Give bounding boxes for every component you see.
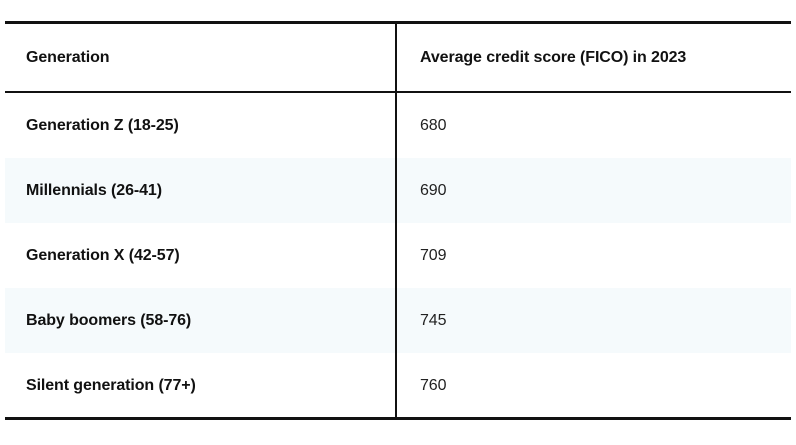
column-header-generation: Generation [5,24,397,93]
generation-cell: Millennials (26-41) [5,158,397,223]
table-row: Silent generation (77+) 760 [5,353,791,418]
generation-cell: Generation X (42-57) [5,223,397,288]
generation-cell: Generation Z (18-25) [5,92,397,158]
score-cell: 690 [396,158,791,223]
table-row: Millennials (26-41) 690 [5,158,791,223]
credit-score-table-container: Generation Average credit score (FICO) i… [5,21,791,420]
credit-score-table: Generation Average credit score (FICO) i… [5,24,791,418]
table-header-row: Generation Average credit score (FICO) i… [5,24,791,93]
column-header-average-score: Average credit score (FICO) in 2023 [396,24,791,93]
score-cell: 745 [396,288,791,353]
generation-cell: Silent generation (77+) [5,353,397,418]
score-cell: 680 [420,116,447,134]
table-row: Generation X (42-57) 709 [5,223,791,288]
table-row: Generation Z (18-25) 680 [5,92,791,158]
score-cell: 760 [420,376,447,394]
table-row: Baby boomers (58-76) 745 [5,288,791,353]
generation-cell: Baby boomers (58-76) [5,288,397,353]
score-cell: 709 [420,246,447,264]
